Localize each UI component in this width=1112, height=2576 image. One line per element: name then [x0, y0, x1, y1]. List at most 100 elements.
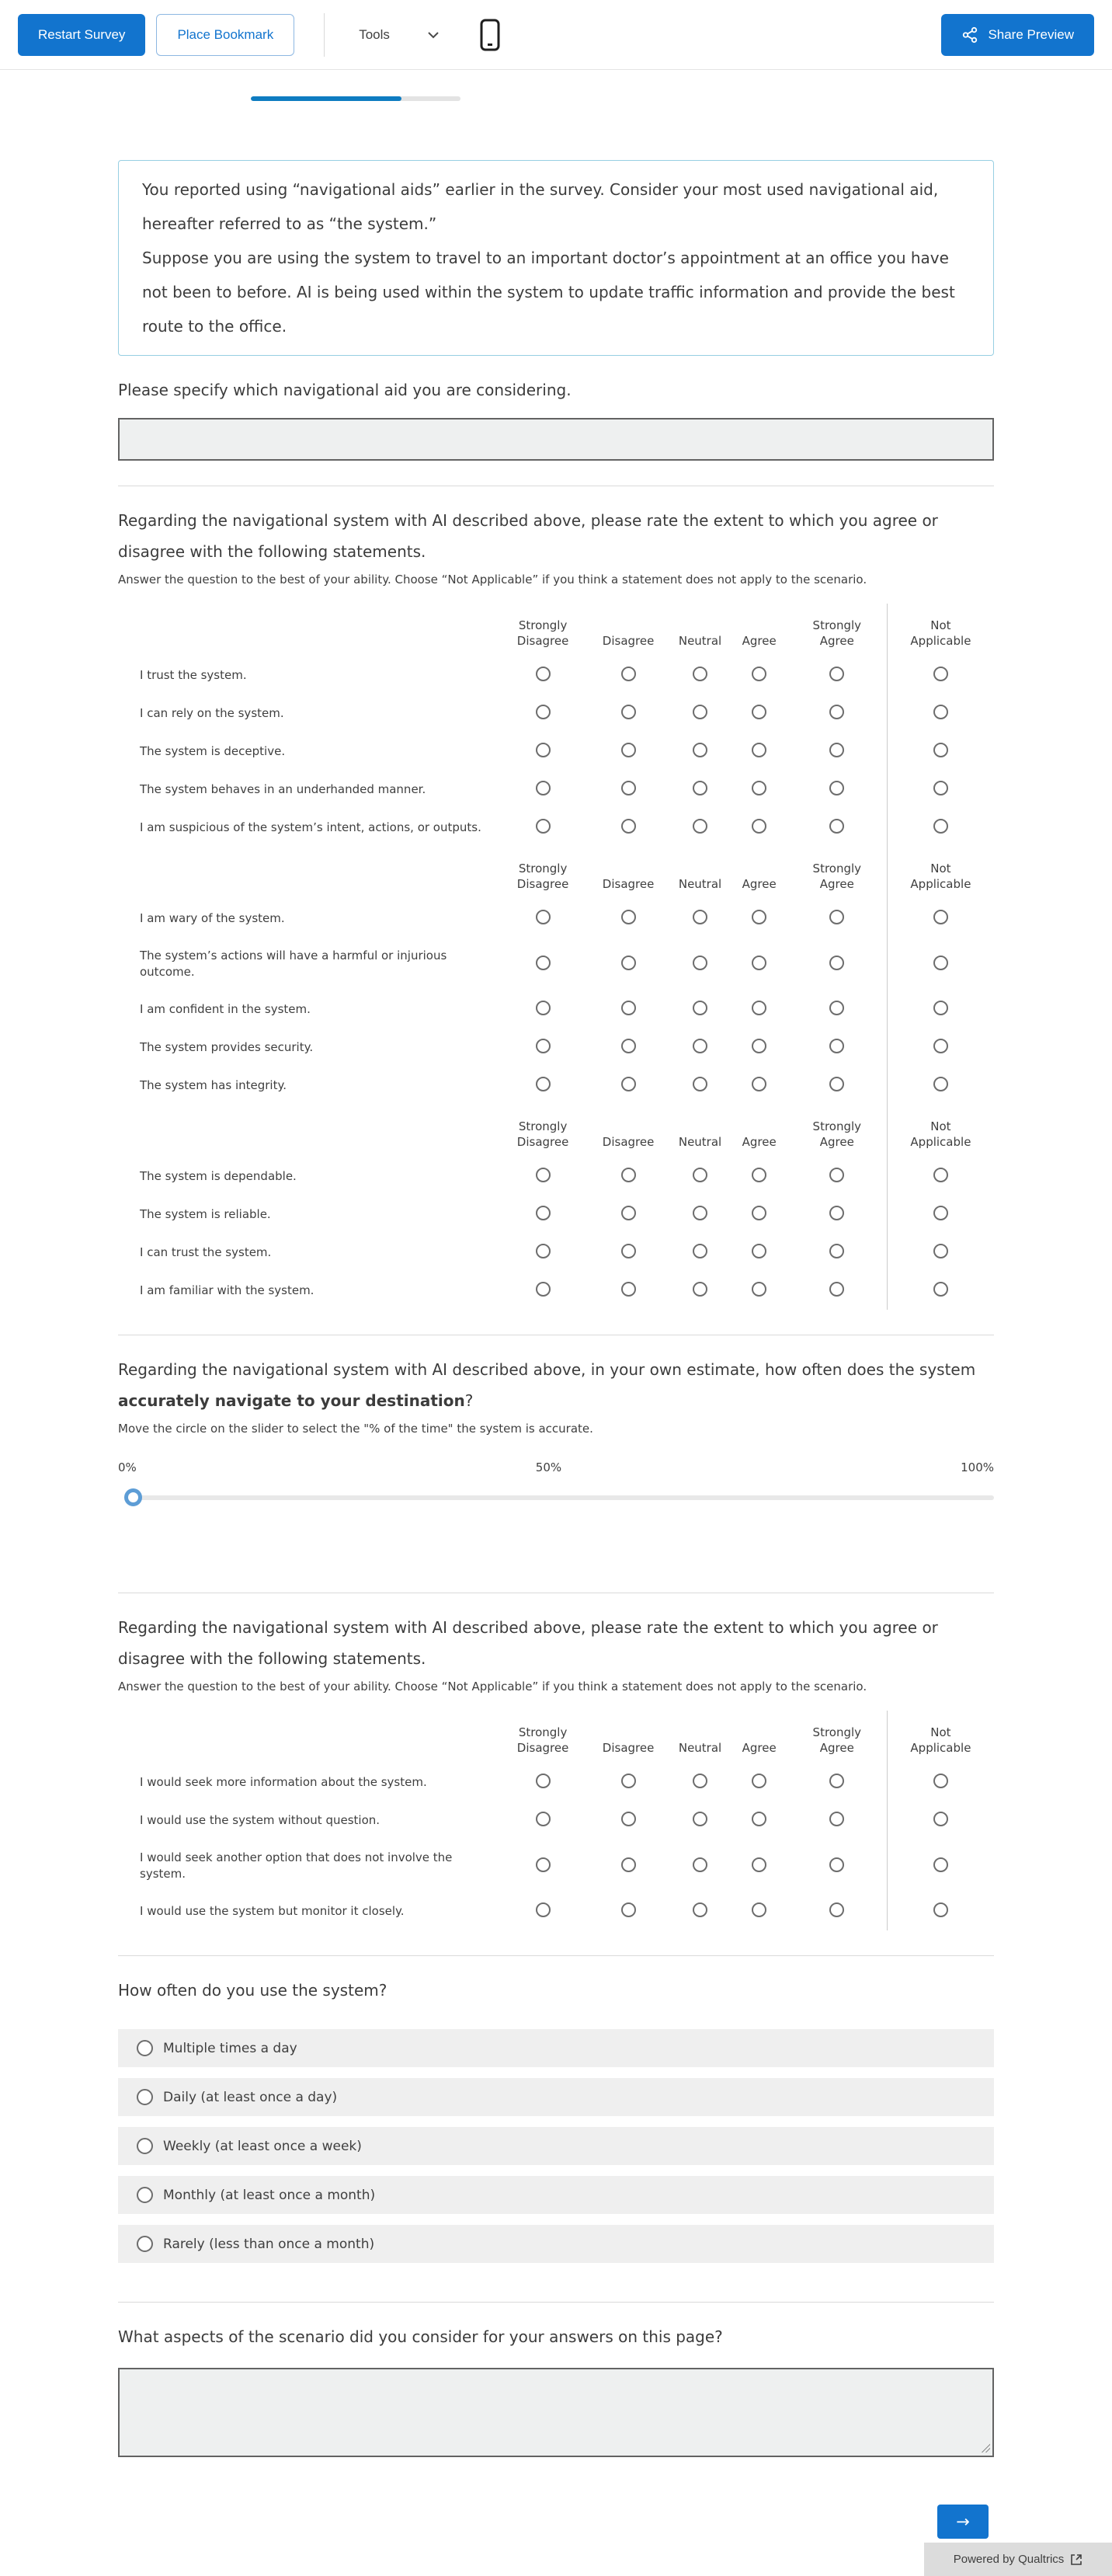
matrix-radio[interactable]	[693, 910, 708, 924]
matrix-radio[interactable]	[620, 743, 636, 757]
matrix-radio[interactable]	[829, 1244, 845, 1258]
matrix-radio[interactable]	[933, 955, 948, 970]
matrix-radio[interactable]	[752, 1206, 767, 1220]
frequency-option[interactable]: Rarely (less than once a month)	[118, 2225, 994, 2263]
matrix-radio[interactable]	[693, 1282, 708, 1297]
matrix-radio[interactable]	[620, 1857, 636, 1872]
matrix-radio[interactable]	[933, 1077, 948, 1091]
matrix-radio[interactable]	[693, 1857, 708, 1872]
matrix-radio[interactable]	[535, 955, 551, 970]
matrix-radio[interactable]	[933, 1774, 948, 1788]
matrix-radio[interactable]	[693, 743, 708, 757]
matrix-radio[interactable]	[752, 1812, 767, 1826]
matrix-radio[interactable]	[752, 705, 767, 719]
matrix-radio[interactable]	[829, 781, 845, 795]
matrix-radio[interactable]	[693, 819, 708, 834]
matrix-radio[interactable]	[829, 1774, 845, 1788]
matrix-radio[interactable]	[535, 1902, 551, 1917]
matrix-radio[interactable]	[693, 1812, 708, 1826]
matrix-radio[interactable]	[752, 1774, 767, 1788]
matrix-radio[interactable]	[535, 1774, 551, 1788]
matrix-radio[interactable]	[829, 743, 845, 757]
radio-button[interactable]	[137, 2040, 153, 2056]
matrix-radio[interactable]	[620, 1282, 636, 1297]
matrix-radio[interactable]	[620, 1001, 636, 1015]
matrix-radio[interactable]	[752, 819, 767, 834]
matrix-radio[interactable]	[933, 705, 948, 719]
matrix-radio[interactable]	[829, 667, 845, 681]
matrix-radio[interactable]	[535, 743, 551, 757]
matrix-radio[interactable]	[752, 1857, 767, 1872]
matrix-radio[interactable]	[829, 1902, 845, 1917]
matrix-radio[interactable]	[933, 1857, 948, 1872]
powered-by-qualtrics-link[interactable]: Powered by Qualtrics	[924, 2543, 1112, 2576]
matrix-radio[interactable]	[933, 1206, 948, 1220]
matrix-radio[interactable]	[535, 819, 551, 834]
matrix-radio[interactable]	[620, 1168, 636, 1182]
matrix-radio[interactable]	[752, 1077, 767, 1091]
matrix-radio[interactable]	[933, 1282, 948, 1297]
matrix-radio[interactable]	[693, 1902, 708, 1917]
matrix-radio[interactable]	[752, 1282, 767, 1297]
matrix-radio[interactable]	[752, 955, 767, 970]
matrix-radio[interactable]	[535, 1244, 551, 1258]
matrix-radio[interactable]	[620, 819, 636, 834]
resize-grip[interactable]	[982, 2444, 990, 2452]
matrix-radio[interactable]	[693, 1168, 708, 1182]
matrix-radio[interactable]	[693, 1001, 708, 1015]
matrix-radio[interactable]	[693, 781, 708, 795]
slider-track[interactable]	[127, 1495, 994, 1500]
matrix-radio[interactable]	[829, 705, 845, 719]
matrix-radio[interactable]	[752, 667, 767, 681]
matrix-radio[interactable]	[933, 819, 948, 834]
matrix-radio[interactable]	[535, 910, 551, 924]
place-bookmark-button[interactable]: Place Bookmark	[156, 13, 295, 56]
matrix-radio[interactable]	[620, 1774, 636, 1788]
matrix-radio[interactable]	[535, 1206, 551, 1220]
restart-survey-button[interactable]: Restart Survey	[18, 13, 146, 56]
frequency-option[interactable]: Daily (at least once a day)	[118, 2078, 994, 2116]
matrix-radio[interactable]	[752, 1244, 767, 1258]
matrix-radio[interactable]	[933, 1902, 948, 1917]
matrix-radio[interactable]	[620, 1206, 636, 1220]
tools-dropdown[interactable]: Tools	[359, 27, 440, 43]
matrix-radio[interactable]	[829, 1168, 845, 1182]
matrix-radio[interactable]	[535, 1168, 551, 1182]
matrix-radio[interactable]	[752, 1168, 767, 1182]
matrix-radio[interactable]	[752, 1902, 767, 1917]
matrix-radio[interactable]	[933, 1812, 948, 1826]
matrix-radio[interactable]	[693, 955, 708, 970]
aspects-textarea[interactable]	[118, 2368, 994, 2457]
matrix-radio[interactable]	[693, 1077, 708, 1091]
matrix-radio[interactable]	[693, 1206, 708, 1220]
matrix-radio[interactable]	[752, 743, 767, 757]
matrix-radio[interactable]	[933, 667, 948, 681]
matrix-radio[interactable]	[752, 1001, 767, 1015]
matrix-radio[interactable]	[752, 781, 767, 795]
matrix-radio[interactable]	[535, 1282, 551, 1297]
matrix-radio[interactable]	[829, 1812, 845, 1826]
matrix-radio[interactable]	[620, 667, 636, 681]
matrix-radio[interactable]	[693, 667, 708, 681]
matrix-radio[interactable]	[535, 781, 551, 795]
matrix-radio[interactable]	[829, 1001, 845, 1015]
share-preview-button[interactable]: Share Preview	[941, 13, 1094, 56]
matrix-radio[interactable]	[620, 955, 636, 970]
matrix-radio[interactable]	[829, 819, 845, 834]
matrix-radio[interactable]	[829, 1282, 845, 1297]
matrix-radio[interactable]	[693, 1244, 708, 1258]
matrix-radio[interactable]	[829, 1077, 845, 1091]
matrix-radio[interactable]	[620, 1077, 636, 1091]
matrix-radio[interactable]	[933, 1244, 948, 1258]
matrix-radio[interactable]	[933, 1039, 948, 1053]
nav-aid-input[interactable]	[118, 418, 994, 461]
matrix-radio[interactable]	[535, 1001, 551, 1015]
radio-button[interactable]	[137, 2187, 153, 2203]
matrix-radio[interactable]	[620, 1244, 636, 1258]
matrix-radio[interactable]	[829, 1857, 845, 1872]
matrix-radio[interactable]	[829, 910, 845, 924]
matrix-radio[interactable]	[752, 1039, 767, 1053]
matrix-radio[interactable]	[933, 1001, 948, 1015]
matrix-radio[interactable]	[829, 1206, 845, 1220]
frequency-option[interactable]: Weekly (at least once a week)	[118, 2127, 994, 2165]
